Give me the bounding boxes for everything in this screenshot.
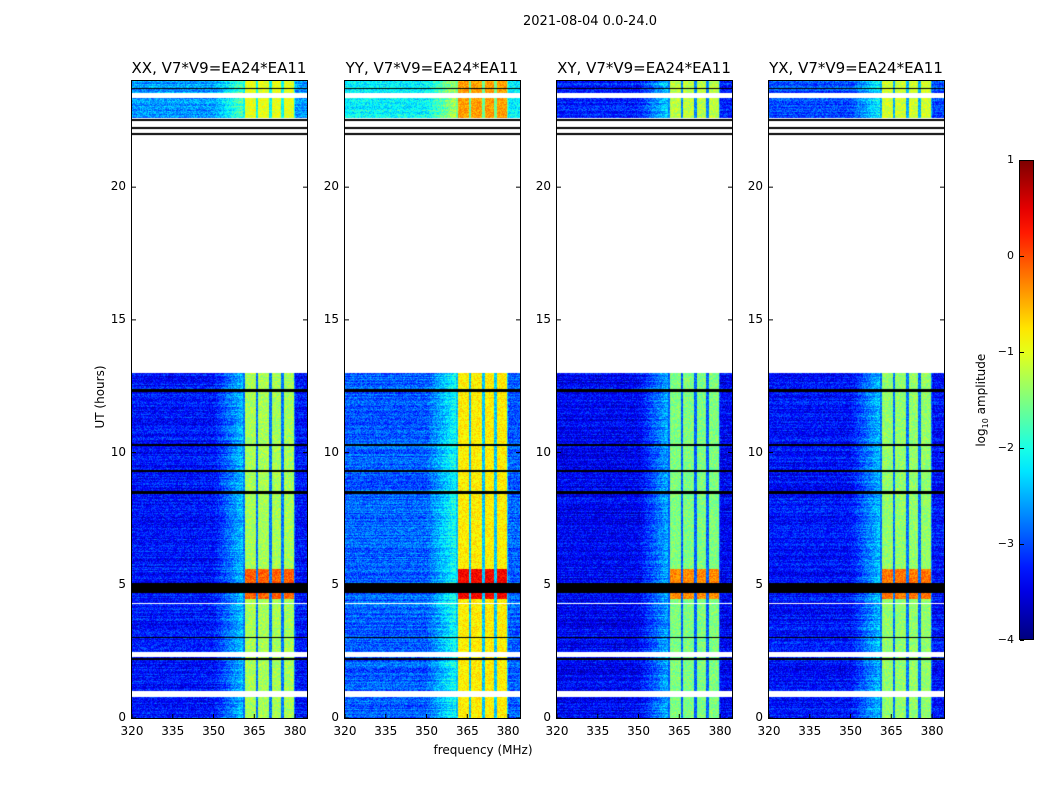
x-tick-label: 320 [333, 724, 357, 738]
x-tick-label: 365 [667, 724, 691, 738]
x-tick-label: 350 [202, 724, 225, 738]
y-tick-label: 5 [755, 577, 763, 592]
x-tick-label: 335 [586, 724, 610, 738]
y-tick-label: 10 [747, 444, 763, 459]
colorbar-tick-mark [1020, 352, 1024, 353]
x-tick-label: 320 [120, 724, 144, 738]
x-tick-label: 335 [798, 724, 822, 738]
x-tick-label: 335 [374, 724, 398, 738]
heatmap-image [769, 81, 944, 718]
y-tick-label: 15 [110, 311, 126, 326]
panel-title: XX, V7*V9=EA24*EA11 [131, 59, 307, 77]
x-tick-label: 350 [839, 724, 862, 738]
y-tick-label: 20 [535, 179, 551, 194]
x-tick-label: 350 [415, 724, 438, 738]
heatmap-image [345, 81, 520, 718]
x-tick-label: 365 [879, 724, 903, 738]
heatmap-image [132, 81, 307, 718]
colorbar-tick-mark [1020, 544, 1024, 545]
y-tick-label: 0 [331, 710, 339, 724]
x-tick-label: 380 [920, 724, 944, 738]
x-tick-label: 380 [496, 724, 520, 738]
y-tick-label: 15 [747, 311, 763, 326]
spectrogram-panel-0 [131, 80, 308, 719]
y-tick-label: 10 [110, 444, 126, 459]
colorbar-tick-mark [1020, 256, 1024, 257]
spectrogram-panel-3 [768, 80, 945, 719]
y-tick-label: 5 [331, 577, 339, 592]
colorbar-tick-mark [1020, 640, 1024, 641]
colorbar-tick-mark [1020, 160, 1024, 161]
x-tick-label: 365 [455, 724, 479, 738]
colorbar-tick-label: −1 [997, 345, 1014, 358]
panel-title: XY, V7*V9=EA24*EA11 [557, 59, 731, 77]
y-tick-label: 15 [535, 311, 551, 326]
x-tick-label: 320 [757, 724, 781, 738]
spectrogram-panel-1 [344, 80, 521, 719]
x-tick-label: 335 [161, 724, 185, 738]
colorbar-tick-mark [1020, 448, 1024, 449]
x-tick-label: 380 [708, 724, 732, 738]
x-tick-label: 320 [545, 724, 569, 738]
panel-title: YX, V7*V9=EA24*EA11 [769, 59, 943, 77]
y-tick-label: 15 [323, 311, 339, 326]
panel-title: YY, V7*V9=EA24*EA11 [345, 59, 519, 77]
x-tick-label: 365 [242, 724, 266, 738]
y-tick-label: 0 [543, 710, 551, 724]
heatmap-image [557, 81, 732, 718]
x-tick-label: 380 [283, 724, 307, 738]
colorbar-tick-label: −4 [997, 633, 1014, 646]
colorbar-tick-label: 1 [1007, 153, 1014, 166]
figure-title: 2021-08-04 0.0-24.0 [523, 14, 657, 29]
y-tick-label: 5 [543, 577, 551, 592]
colorbar-tick-label: −2 [997, 441, 1014, 454]
colorbar-tick-label: 0 [1007, 249, 1014, 262]
y-tick-label: 5 [118, 577, 126, 592]
y-tick-label: 0 [118, 710, 126, 724]
spectrogram-panel-2 [556, 80, 733, 719]
x-axis-label: frequency (MHz) [433, 743, 533, 757]
y-tick-label: 10 [323, 444, 339, 459]
y-tick-label: 10 [535, 444, 551, 459]
y-tick-label: 20 [110, 179, 126, 194]
colorbar-tick-label: −3 [997, 537, 1014, 550]
y-tick-label: 0 [755, 710, 763, 724]
y-tick-label: 20 [323, 179, 339, 194]
y-tick-label: 20 [747, 179, 763, 194]
x-tick-label: 350 [627, 724, 650, 738]
colorbar [1019, 160, 1034, 640]
